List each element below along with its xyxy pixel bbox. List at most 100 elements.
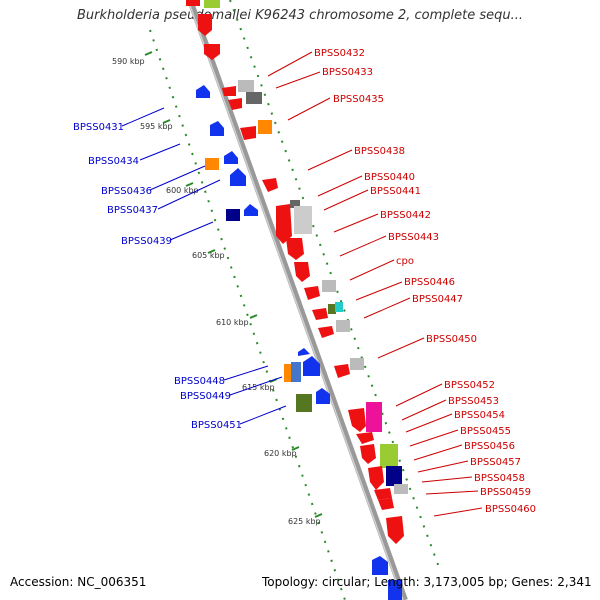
gene-feature[interactable]: [386, 516, 404, 544]
gene-label[interactable]: BPSS0454: [454, 410, 505, 421]
callout-line: [363, 297, 411, 319]
gene-feature[interactable]: [240, 126, 256, 140]
gene-feature[interactable]: [294, 262, 310, 282]
gene-label[interactable]: BPSS0436: [101, 186, 152, 197]
gene-feature[interactable]: [298, 348, 310, 356]
gene-label[interactable]: BPSS0452: [444, 380, 495, 391]
callout-line: [229, 376, 283, 396]
gene-feature[interactable]: [388, 580, 402, 600]
callout-line: [287, 97, 331, 121]
right-gene-labels: BPSS0432 BPSS0433 BPSS0435 BPSS0438 BPSS…: [314, 48, 536, 515]
gene-feature[interactable]: [386, 466, 402, 486]
gene-label[interactable]: BPSS0455: [460, 426, 511, 437]
gene-feature[interactable]: [204, 44, 220, 60]
gene-feature[interactable]: [304, 286, 320, 300]
gene-label[interactable]: BPSS0433: [322, 67, 373, 78]
gene-label[interactable]: BPSS0431: [73, 122, 124, 133]
gene-label[interactable]: BPSS0440: [364, 172, 415, 183]
gene-feature[interactable]: [328, 304, 336, 314]
gene-feature[interactable]: [366, 402, 382, 432]
gene-feature[interactable]: [322, 280, 336, 292]
scale-tick: [314, 513, 323, 518]
gene-feature[interactable]: [378, 498, 394, 510]
gene-label[interactable]: BPSS0449: [180, 391, 231, 402]
chromosome-backbone-highlight: [187, 0, 404, 600]
gene-feature[interactable]: [291, 362, 301, 382]
gene-feature[interactable]: [303, 356, 320, 376]
gene-feature[interactable]: [356, 432, 374, 444]
gene-feature[interactable]: [312, 308, 328, 320]
right-callout-lines: [267, 51, 483, 517]
gene-feature[interactable]: [186, 0, 200, 6]
gene-feature[interactable]: [318, 326, 334, 338]
callout-line: [307, 149, 353, 171]
gene-label[interactable]: BPSS0451: [191, 420, 242, 431]
gene-feature[interactable]: [335, 302, 343, 312]
gene-feature[interactable]: [336, 320, 350, 332]
gene-feature[interactable]: [244, 204, 258, 216]
gene-feature[interactable]: [262, 178, 278, 192]
gene-feature[interactable]: [368, 466, 384, 490]
gene-feature[interactable]: [350, 358, 364, 370]
gene-feature[interactable]: [286, 238, 304, 260]
gene-feature[interactable]: [258, 120, 272, 134]
gene-feature[interactable]: [204, 0, 220, 8]
gene-label[interactable]: BPSS0442: [380, 210, 431, 221]
gene-feature[interactable]: [230, 168, 246, 186]
gene-label[interactable]: BPSS0446: [404, 277, 455, 288]
map-title: Burkholderia pseudomallei K96243 chromos…: [76, 8, 524, 23]
gene-feature[interactable]: [224, 151, 238, 164]
gene-feature[interactable]: [348, 408, 366, 432]
callout-line: [239, 405, 287, 425]
gene-feature[interactable]: [316, 388, 330, 404]
gene-feature[interactable]: [290, 200, 300, 208]
gene-feature[interactable]: [374, 488, 392, 500]
left-callout-lines: [121, 107, 287, 425]
gene-label[interactable]: BPSS0439: [121, 236, 172, 247]
gene-label[interactable]: BPSS0453: [448, 396, 499, 407]
gene-label[interactable]: BPSS0448: [174, 376, 225, 387]
gene-feature[interactable]: [226, 209, 240, 221]
gene-feature[interactable]: [276, 204, 292, 244]
scale-label: 605 kbp: [192, 251, 225, 260]
gene-label[interactable]: BPSS0438: [354, 146, 405, 157]
callout-line: [417, 460, 469, 473]
gene-feature[interactable]: [228, 98, 242, 110]
gene-feature[interactable]: [210, 121, 224, 136]
gene-feature[interactable]: [372, 556, 388, 575]
gene-label[interactable]: BPSS0457: [470, 457, 521, 468]
gene-feature[interactable]: [205, 158, 219, 170]
callout-line: [355, 281, 403, 301]
gene-feature[interactable]: [198, 14, 212, 36]
gene-label[interactable]: BPSS0437: [107, 205, 158, 216]
gene-label[interactable]: BPSS0447: [412, 294, 463, 305]
gene-label[interactable]: BPSS0460: [485, 504, 536, 515]
gene-label[interactable]: BPSS0456: [464, 441, 515, 452]
gene-label[interactable]: BPSS0450: [426, 334, 477, 345]
scale-tick: [291, 446, 300, 451]
gene-label[interactable]: BPSS0459: [480, 487, 531, 498]
gene-feature[interactable]: [296, 394, 312, 412]
gene-label[interactable]: BPSS0432: [314, 48, 365, 59]
gene-label[interactable]: BPSS0458: [474, 473, 525, 484]
gene-feature[interactable]: [334, 364, 350, 378]
gene-feature[interactable]: [222, 86, 236, 96]
scale-tick: [249, 314, 258, 319]
chromosome-backbone: [187, 0, 408, 600]
gene-feature[interactable]: [196, 85, 210, 98]
gene-label[interactable]: cpo: [396, 256, 414, 267]
gene-feature[interactable]: [294, 206, 312, 234]
gene-label[interactable]: BPSS0441: [370, 186, 421, 197]
gene-feature[interactable]: [284, 364, 294, 382]
gene-label[interactable]: BPSS0435: [333, 94, 384, 105]
gene-feature[interactable]: [394, 484, 408, 494]
left-strand-features: [196, 85, 388, 575]
gene-label[interactable]: BPSS0443: [388, 232, 439, 243]
gene-label[interactable]: BPSS0434: [88, 156, 139, 167]
gene-feature[interactable]: [246, 92, 262, 104]
gene-feature[interactable]: [360, 444, 376, 464]
scale-tick: [144, 51, 153, 56]
gene-feature[interactable]: [238, 80, 254, 92]
gene-feature[interactable]: [380, 444, 398, 468]
